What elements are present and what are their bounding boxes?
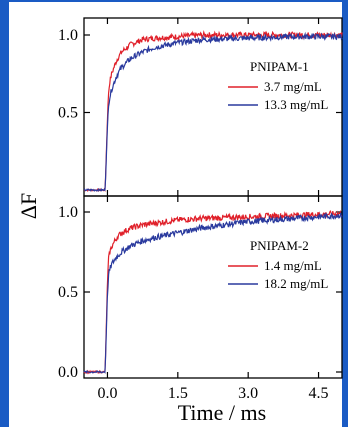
- legend-label: 13.3 mg/mL: [264, 97, 328, 112]
- x-tick-label: 0.0: [97, 385, 117, 402]
- y-tick-label: 0.5: [58, 284, 78, 301]
- legend-label: 1.4 mg/mL: [264, 258, 322, 273]
- panel-frame-2: [83, 195, 343, 379]
- y-tick-label: 0.0: [58, 364, 78, 381]
- series-line-2-1: [83, 209, 343, 375]
- series-line-1-2: [83, 31, 343, 192]
- legend-label: 3.7 mg/mL: [264, 79, 322, 94]
- y-axis-label: ΔF: [16, 193, 41, 219]
- x-tick-label: 3.0: [238, 385, 258, 402]
- x-tick-label: 4.5: [309, 385, 329, 402]
- axes-layer: [83, 17, 343, 379]
- x-axis-label: Time / ms: [178, 400, 266, 425]
- series-line-2-2: [83, 212, 343, 374]
- y-tick-label: 1.0: [58, 27, 78, 44]
- x-tick-label: 1.5: [168, 385, 188, 402]
- panel-title: PNIPAM-2: [250, 238, 309, 253]
- data-layer: [83, 29, 343, 375]
- panel-title: PNIPAM-1: [250, 59, 309, 74]
- text-layer: Time / ms ΔF 0.5 1.0 PNIPAM-1 3.7 mg/mL 13.3…: [16, 27, 329, 425]
- y-tick-label: 1.0: [58, 204, 78, 221]
- y-tick-label: 0.5: [58, 105, 78, 122]
- legend-label: 18.2 mg/mL: [264, 276, 328, 291]
